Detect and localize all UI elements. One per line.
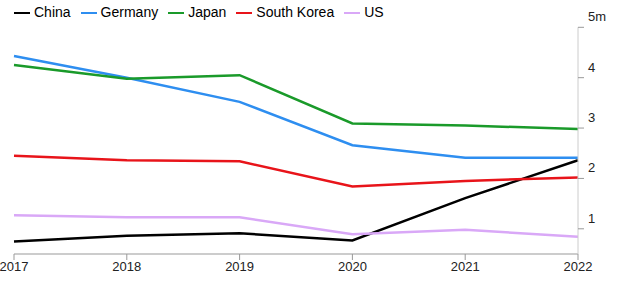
svg-text:3: 3 [588, 110, 595, 125]
svg-text:2017: 2017 [8, 259, 28, 274]
svg-text:2021: 2021 [451, 259, 480, 274]
html-text:China: China [34, 4, 71, 20]
svg-text:5m: 5m [588, 9, 606, 24]
html-text:Germany: Germany [100, 4, 159, 20]
svg-text:1: 1 [588, 211, 595, 226]
svg-text:2022: 2022 [564, 259, 593, 274]
html-text:Japan: Japan [188, 4, 227, 20]
svg-text:4: 4 [588, 60, 595, 75]
svg-text:2: 2 [588, 160, 595, 175]
svg-text:2020: 2020 [338, 259, 367, 274]
svg-text:2018: 2018 [112, 259, 141, 274]
html-text:South Korea: South Korea [256, 4, 335, 20]
svg-text:2019: 2019 [225, 259, 254, 274]
html-text:US: US [364, 4, 384, 20]
